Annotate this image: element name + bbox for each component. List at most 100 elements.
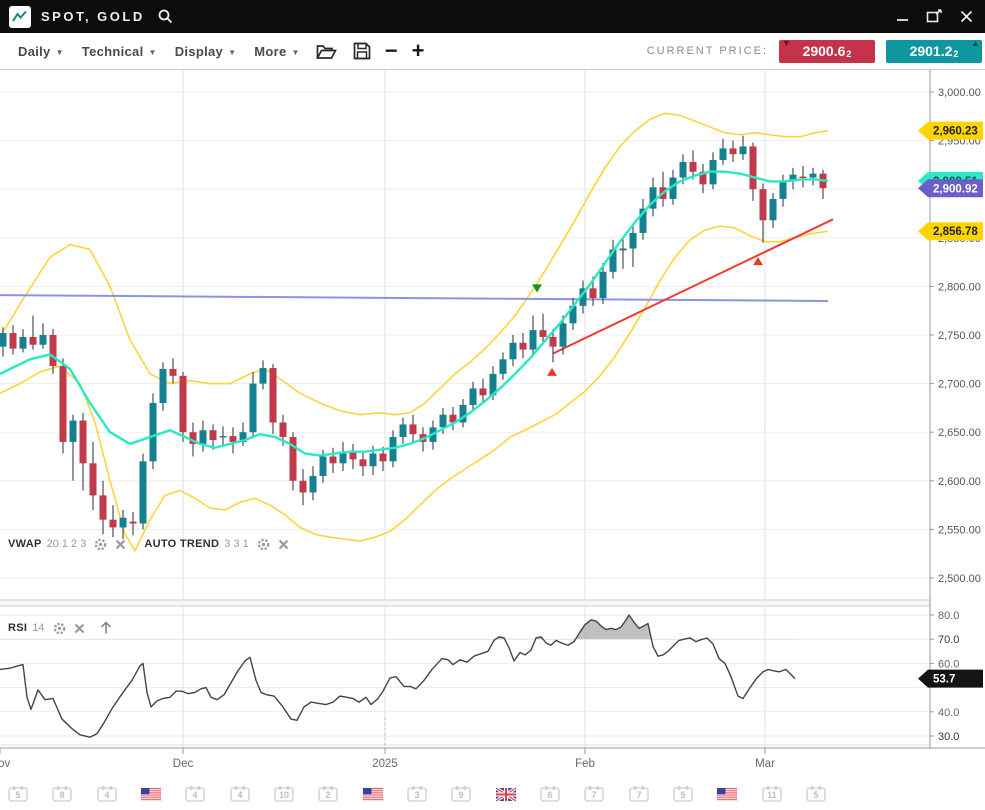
svg-text:2,856.78: 2,856.78 bbox=[933, 226, 978, 238]
save-icon[interactable] bbox=[353, 42, 371, 60]
rsi-move-up-icon[interactable] bbox=[99, 621, 113, 635]
svg-text:5: 5 bbox=[680, 790, 685, 800]
axis-tick-label: 2,750.00 bbox=[938, 330, 981, 342]
axis-tick-label: Dec bbox=[173, 758, 194, 770]
rsi-remove-icon[interactable] bbox=[74, 623, 85, 634]
axis-tick-label: Mar bbox=[755, 758, 775, 770]
autotrend-indicator-params: 3 3 1 bbox=[224, 538, 248, 550]
calendar-event-icon[interactable]: 2 bbox=[319, 786, 337, 801]
svg-text:4: 4 bbox=[104, 790, 109, 800]
bid-price-value: 2900.6 bbox=[803, 43, 846, 59]
calendar-event-icon[interactable]: 3 bbox=[408, 786, 426, 801]
svg-text:2,900.92: 2,900.92 bbox=[933, 183, 978, 195]
svg-text:5: 5 bbox=[813, 790, 818, 800]
axis-tick-label: 40.0 bbox=[938, 707, 959, 719]
toolbar: Daily ▼ Technical ▼ Display ▼ More▼ − + CUR… bbox=[0, 33, 985, 70]
menu-display[interactable]: Display ▼ bbox=[175, 44, 237, 59]
rsi-settings-gear-icon[interactable] bbox=[53, 622, 66, 635]
menu-technical[interactable]: Technical ▼ bbox=[82, 44, 157, 59]
axis-tick-label: 2,800.00 bbox=[938, 281, 981, 293]
arrow-up-icon: ▲ bbox=[971, 38, 980, 48]
bid-price-badge: ▼ 2900.62 bbox=[779, 40, 875, 63]
calendar-event-icon[interactable]: 4 bbox=[98, 786, 116, 801]
close-button[interactable] bbox=[953, 5, 979, 29]
rsi-plot bbox=[0, 615, 795, 737]
svg-text:7: 7 bbox=[636, 790, 641, 800]
svg-text:4: 4 bbox=[192, 790, 197, 800]
menu-more-label: More bbox=[254, 44, 286, 59]
axis-tick-label: 30.0 bbox=[938, 731, 959, 743]
menu-more[interactable]: More▼ bbox=[254, 44, 299, 59]
us-flag-icon[interactable] bbox=[141, 788, 161, 801]
minimize-button[interactable] bbox=[889, 5, 915, 29]
rsi-panel-legend: RSI 14 bbox=[8, 620, 113, 636]
rsi-value-tag: 53.7 bbox=[918, 670, 983, 688]
axis-tick-label: 70.0 bbox=[938, 634, 959, 646]
zoom-in-button[interactable]: + bbox=[412, 41, 425, 61]
calendar-event-icon[interactable]: 4 bbox=[231, 786, 249, 801]
chevron-down-icon: ▼ bbox=[228, 48, 236, 57]
axis-tick-label: Feb bbox=[575, 758, 595, 770]
calendar-event-icon[interactable]: 5 bbox=[674, 786, 692, 801]
menu-technical-label: Technical bbox=[82, 44, 144, 59]
price-tag: 2,900.92 bbox=[918, 179, 983, 197]
titlebar: SPOT, GOLD bbox=[0, 0, 985, 33]
us-flag-icon[interactable] bbox=[363, 788, 383, 801]
us-flag-icon[interactable] bbox=[717, 788, 737, 801]
popout-window-button[interactable] bbox=[921, 5, 947, 29]
calendar-event-icon[interactable]: 10 bbox=[275, 786, 293, 801]
vwap-remove-icon[interactable] bbox=[115, 539, 126, 550]
calendar-event-icon[interactable]: 7 bbox=[585, 786, 603, 801]
chart-area[interactable]: 3,000.002,950.002,900.002,850.002,800.00… bbox=[0, 70, 985, 805]
menu-timeframe[interactable]: Daily ▼ bbox=[18, 44, 64, 59]
zoom-out-button[interactable]: − bbox=[385, 41, 398, 61]
calendar-event-icon[interactable]: 8 bbox=[53, 786, 71, 801]
autotrend-indicator-name: AUTO TREND bbox=[144, 538, 219, 550]
rsi-indicator-name: RSI bbox=[8, 622, 27, 634]
triangle-up-marker bbox=[547, 368, 557, 376]
svg-text:4: 4 bbox=[237, 790, 242, 800]
axes[interactable]: 3,000.002,950.002,900.002,850.002,800.00… bbox=[0, 70, 985, 770]
uk-flag-icon[interactable] bbox=[496, 788, 516, 801]
svg-text:53.7: 53.7 bbox=[933, 674, 955, 686]
calendar-event-icon[interactable]: 7 bbox=[630, 786, 648, 801]
app-logo-icon bbox=[9, 6, 31, 28]
current-price-label: CURRENT PRICE: bbox=[647, 45, 768, 57]
vwap-settings-gear-icon[interactable] bbox=[94, 538, 107, 551]
open-folder-icon[interactable] bbox=[316, 43, 337, 60]
event-strip: 5 8 4 4 4 10 2 3 9 6 7 7 5 11 5 bbox=[9, 786, 825, 801]
svg-text:7: 7 bbox=[591, 790, 596, 800]
search-icon[interactable] bbox=[157, 8, 174, 25]
calendar-event-icon[interactable]: 11 bbox=[763, 786, 781, 801]
svg-text:9: 9 bbox=[458, 790, 463, 800]
vwap-upper-band-line bbox=[0, 113, 828, 414]
menu-timeframe-label: Daily bbox=[18, 44, 51, 59]
vwap-line bbox=[0, 172, 828, 456]
overlay-lines bbox=[0, 113, 833, 550]
svg-text:8: 8 bbox=[59, 790, 64, 800]
horizontal-level-line bbox=[0, 295, 828, 301]
autotrend-remove-icon[interactable] bbox=[278, 539, 289, 550]
price-panel-legend: VWAP 20 1 2 3 AUTO TREND 3 3 1 bbox=[8, 536, 289, 552]
calendar-event-icon[interactable]: 5 bbox=[807, 786, 825, 801]
chart-canvas[interactable]: 3,000.002,950.002,900.002,850.002,800.00… bbox=[0, 70, 985, 805]
svg-text:3: 3 bbox=[414, 790, 419, 800]
vwap-lower-band-line bbox=[0, 226, 828, 551]
ask-price-badge: 2901.22 ▲ bbox=[886, 40, 982, 63]
axis-tick-label: 3,000.00 bbox=[938, 87, 981, 99]
calendar-event-icon[interactable]: 6 bbox=[541, 786, 559, 801]
menu-display-label: Display bbox=[175, 44, 223, 59]
calendar-event-icon[interactable]: 4 bbox=[186, 786, 204, 801]
chevron-down-icon: ▼ bbox=[56, 48, 64, 57]
axis-tick-label: Nov bbox=[0, 758, 10, 770]
autotrend-settings-gear-icon[interactable] bbox=[257, 538, 270, 551]
chevron-down-icon: ▼ bbox=[149, 48, 157, 57]
svg-text:2,960.23: 2,960.23 bbox=[933, 126, 978, 138]
calendar-event-icon[interactable]: 9 bbox=[452, 786, 470, 801]
axis-tick-label: 2025 bbox=[372, 758, 398, 770]
panel-separator[interactable] bbox=[0, 600, 930, 606]
price-tag: 2,856.78 bbox=[918, 222, 983, 240]
svg-text:6: 6 bbox=[547, 790, 552, 800]
calendar-event-icon[interactable]: 5 bbox=[9, 786, 27, 801]
candlesticks bbox=[0, 136, 827, 539]
